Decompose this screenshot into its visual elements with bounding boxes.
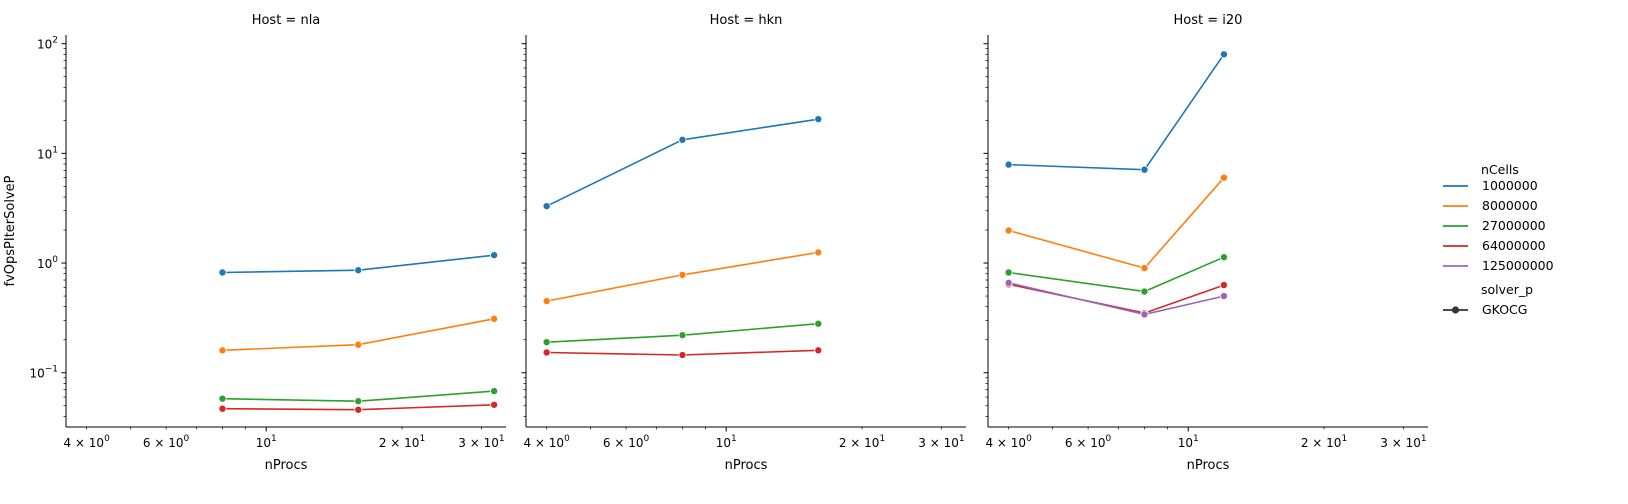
chart-panels: Host = nla 10−1 100 101 102 4 × 100 6 × 100 101… [3, 13, 1428, 473]
x-tick-label: 101 [1178, 434, 1199, 450]
x-tick-label: 2 × 101 [379, 434, 425, 450]
x-tick-label: 2 × 101 [839, 434, 885, 450]
x-tick-label: 2 × 101 [1301, 434, 1347, 450]
series-27000000 [1004, 253, 1228, 296]
data-point [218, 404, 227, 413]
data-point [1140, 264, 1149, 273]
data-point [1140, 287, 1149, 296]
series-64000000 [1004, 280, 1228, 318]
data-point [678, 351, 687, 360]
x-tick-label: 4 × 100 [63, 434, 110, 450]
series-64000000 [218, 400, 499, 414]
series-8000000 [1004, 173, 1228, 273]
data-point [1140, 310, 1149, 319]
series-line [1008, 256, 1225, 293]
x-tick-label: 3 × 101 [1380, 434, 1426, 450]
data-point [1004, 160, 1013, 169]
series-1000000 [1004, 50, 1228, 174]
data-point [814, 319, 823, 328]
panel-0: Host = nla 10−1 100 101 102 4 × 100 6 × 100 101… [29, 13, 506, 473]
data-point [542, 338, 551, 347]
series-1000000 [542, 115, 823, 211]
panel-title: Host = i20 [1174, 13, 1243, 28]
x-tick-label: 4 × 100 [523, 434, 570, 450]
data-point [218, 394, 227, 403]
x-axis-label: nProcs [1187, 458, 1230, 473]
series-line [1008, 283, 1225, 314]
x-tick-label: 6 × 100 [143, 434, 190, 450]
x-tick-label: 101 [256, 434, 277, 450]
y-tick-label: 100 [37, 255, 58, 271]
data-point [1004, 268, 1013, 277]
series-line [1008, 177, 1225, 270]
data-point [490, 400, 499, 409]
series-64000000 [542, 346, 823, 360]
data-point [1219, 281, 1228, 290]
data-point [490, 251, 499, 260]
y-tick-label: 101 [37, 145, 58, 161]
data-point [354, 266, 363, 275]
data-point [1140, 165, 1149, 174]
data-point [1004, 226, 1013, 235]
data-point [814, 346, 823, 355]
series-8000000 [542, 248, 823, 306]
x-tick-label: 6 × 100 [603, 434, 650, 450]
legend-entry-label: 64000000 [1482, 238, 1546, 253]
series-8000000 [218, 314, 499, 355]
x-tick-label: 4 × 100 [985, 434, 1032, 450]
y-tick-label: 102 [37, 36, 58, 52]
data-point [1219, 253, 1228, 262]
y-axis-label: fvOpsPIterSolveP [3, 175, 18, 286]
series-125000000 [1004, 278, 1228, 319]
data-point [542, 297, 551, 306]
legend-title-ncells: nCells [1481, 162, 1519, 177]
x-tick-label: 101 [716, 434, 737, 450]
data-point [814, 115, 823, 124]
x-tick-label: 3 × 101 [918, 434, 964, 450]
data-point [490, 314, 499, 323]
legend-entry-label: 125000000 [1482, 258, 1554, 273]
data-point [678, 135, 687, 144]
legend-entry-label: 8000000 [1482, 198, 1538, 213]
x-tick-label: 6 × 100 [1065, 434, 1112, 450]
legend-entry-label: 1000000 [1482, 178, 1538, 193]
panel-2: Host = i20 4 × 100 6 × 100 101 2 × 101 3 × 10… [983, 13, 1428, 473]
data-point [354, 405, 363, 414]
data-point [1219, 50, 1228, 59]
data-point [1219, 292, 1228, 301]
panel-title: Host = hkn [710, 13, 783, 28]
data-point [218, 268, 227, 277]
x-axis-label: nProcs [725, 458, 768, 473]
data-point [542, 348, 551, 357]
series-27000000 [542, 319, 823, 347]
data-point [542, 202, 551, 211]
legend-marker [1451, 306, 1460, 314]
data-point [1004, 278, 1013, 287]
x-axis-label: nProcs [265, 458, 308, 473]
panel-1: Host = hkn 4 × 100 6 × 100 101 2 × 101 3 × 10… [521, 13, 966, 473]
x-tick-label: 3 × 101 [458, 434, 504, 450]
y-tick-label: 10−1 [29, 365, 58, 381]
data-point [354, 397, 363, 406]
series-27000000 [218, 387, 499, 406]
data-point [678, 331, 687, 340]
data-point [218, 346, 227, 355]
panel-title: Host = nla [252, 13, 321, 28]
data-point [1219, 173, 1228, 182]
legend-title-solver: solver_p [1481, 282, 1533, 297]
data-point [678, 270, 687, 279]
legend-entry-label: 27000000 [1482, 218, 1546, 233]
series-line [1008, 53, 1225, 171]
series-line [546, 118, 819, 207]
data-point [490, 387, 499, 396]
data-point [354, 340, 363, 349]
series-1000000 [218, 251, 499, 277]
legend-entry-label: GKOCG [1482, 302, 1527, 317]
data-point [814, 248, 823, 257]
